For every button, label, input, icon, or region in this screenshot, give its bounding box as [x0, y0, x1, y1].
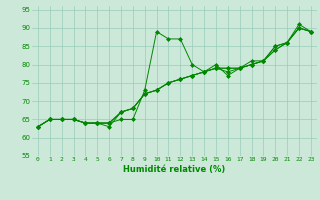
X-axis label: Humidité relative (%): Humidité relative (%) [123, 165, 226, 174]
